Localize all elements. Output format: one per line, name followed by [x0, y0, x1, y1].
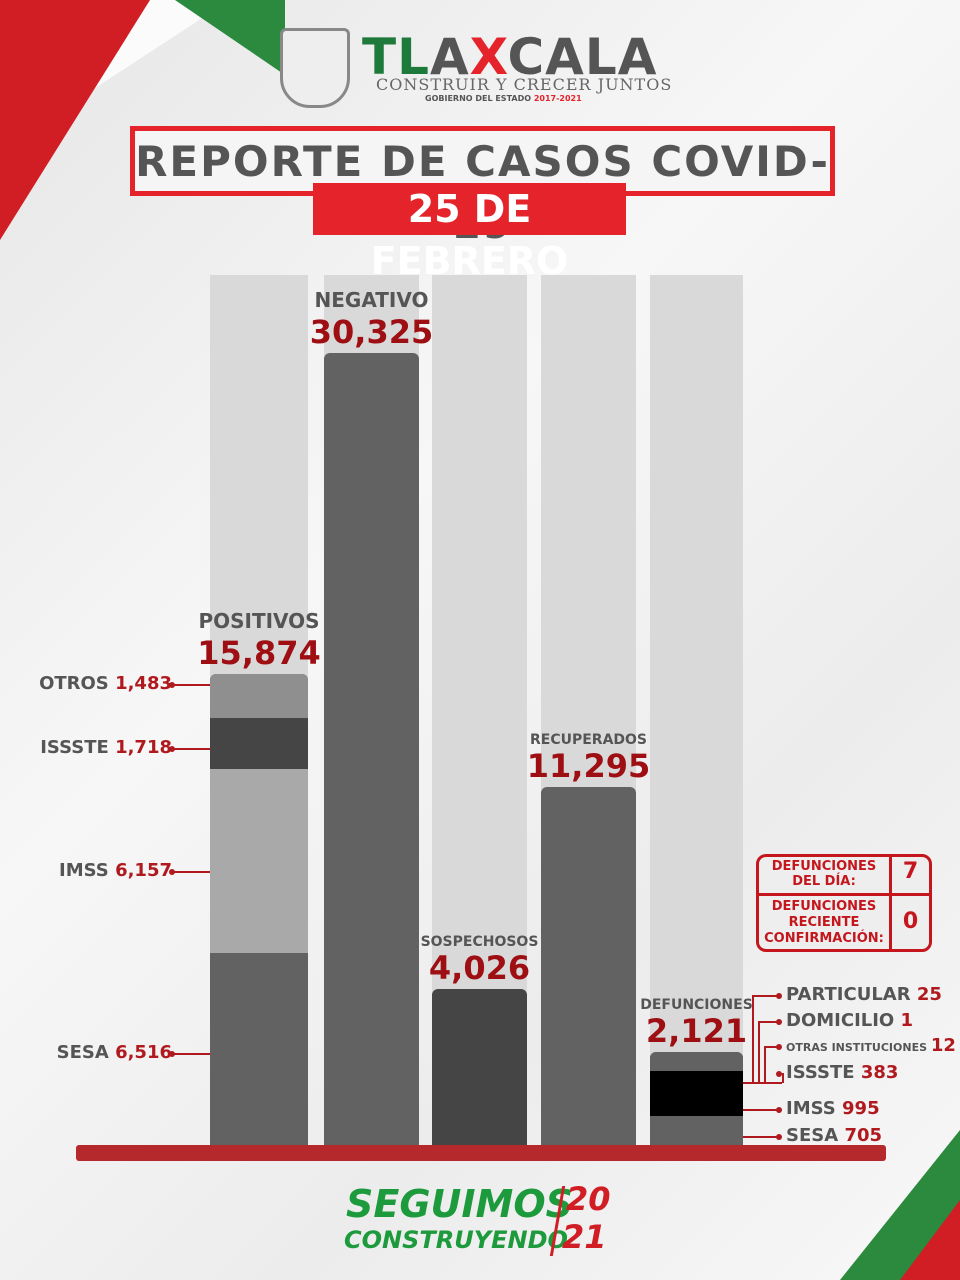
breakdown-label: ISSSTE 383: [786, 1062, 899, 1083]
value-label: 4,026: [428, 949, 531, 988]
bar-defunciones: [650, 1052, 743, 1147]
leader-line: [172, 684, 210, 686]
leader-dot: [776, 1071, 782, 1077]
leader-dot: [169, 746, 175, 752]
leader-line: [764, 1046, 766, 1083]
breakdown-label: OTRAS INSTITUCIONES 12: [786, 1035, 956, 1056]
leader-line: [172, 1053, 210, 1055]
leader-dot: [169, 682, 175, 688]
leader-dot: [776, 1107, 782, 1113]
category-label: SOSPECHOSOS: [420, 934, 539, 951]
segment-imss: [210, 769, 308, 953]
decor-stripe-green: [175, 0, 285, 75]
government: GOBIERNO DEL ESTADO 2017-2021: [425, 94, 582, 103]
segment-sesa: [210, 952, 308, 1147]
leader-line: [758, 1021, 760, 1083]
breakdown-label: OTROS 1,483: [39, 673, 172, 694]
breakdown-label: SESA 6,516: [56, 1042, 172, 1063]
bar-negativo: [324, 353, 419, 1147]
leader-line: [764, 1046, 778, 1048]
bar-track: [650, 275, 743, 1147]
bar-recuperados: [541, 786, 636, 1147]
leader-line: [172, 748, 210, 750]
category-label: POSITIVOS: [198, 608, 320, 633]
breakdown-label: IMSS 6,157: [59, 860, 172, 881]
segment-otros: [210, 673, 308, 719]
deaths-info-box: DEFUNCIONES DEL DÍA: 7 DEFUNCIONES RECIENT…: [756, 854, 932, 952]
bar-positivos: [210, 673, 308, 1147]
logo-text: TLAXCALA: [362, 28, 658, 86]
deaths-day-value: 7: [902, 859, 919, 884]
value-label: 15,874: [197, 633, 321, 672]
category-label: NEGATIVO: [314, 288, 429, 312]
leader-dot: [776, 1134, 782, 1140]
segment-issste: [210, 718, 308, 770]
coat-of-arms-icon: [280, 28, 350, 108]
footer-slogan-2: CONSTRUYENDO: [344, 1226, 568, 1254]
value-label: 2,121: [645, 1012, 748, 1051]
leader-dot: [776, 993, 782, 999]
leader-dot: [776, 1044, 782, 1050]
category-label: DEFUNCIONES: [640, 997, 753, 1014]
leader-line: [752, 995, 754, 1083]
deaths-day-label: DEFUNCIONES DEL DÍA:: [771, 859, 877, 889]
breakdown-label: PARTICULAR 25: [786, 984, 942, 1005]
leader-line: [743, 1082, 752, 1084]
deaths-recent-value: 0: [902, 909, 919, 934]
slogan: CONSTRUIR Y CRECER JUNTOS: [376, 75, 673, 94]
value-label: 11,295: [526, 746, 651, 785]
segment-imss: [650, 1071, 743, 1116]
leader-dot: [169, 1051, 175, 1057]
leader-line: [782, 1073, 784, 1083]
leader-dot: [169, 869, 175, 875]
leader-line: [758, 1021, 778, 1023]
chart-baseline: [76, 1145, 886, 1161]
category-label: RECUPERADOS: [529, 731, 648, 748]
year-bottom: 21: [562, 1218, 607, 1256]
decor-stripe-red: [0, 0, 150, 240]
breakdown-label: IMSS 995: [786, 1098, 880, 1119]
leader-line: [743, 1109, 778, 1111]
segment-otros: [650, 1052, 743, 1072]
value-label: 30,325: [309, 313, 434, 351]
leader-line: [743, 1136, 778, 1138]
segment-sesa: [650, 1115, 743, 1147]
decor-corner-red: [900, 1200, 960, 1280]
footer-slogan-1: SEGUIMOS: [346, 1182, 573, 1226]
leader-dot: [776, 1019, 782, 1025]
breakdown-label: DOMICILIO 1: [786, 1010, 914, 1031]
deaths-recent-label: DEFUNCIONES RECIENTE CONFIRMACIÓN:: [764, 899, 884, 946]
leader-line: [172, 871, 210, 873]
bar-sospechosos: [432, 989, 527, 1147]
breakdown-label: SESA 705: [786, 1125, 883, 1146]
leader-line: [752, 995, 778, 997]
breakdown-label: ISSSTE 1,718: [40, 737, 172, 758]
year-top: 20: [566, 1180, 611, 1218]
report-date: 25 DE FEBRERO: [313, 183, 626, 283]
